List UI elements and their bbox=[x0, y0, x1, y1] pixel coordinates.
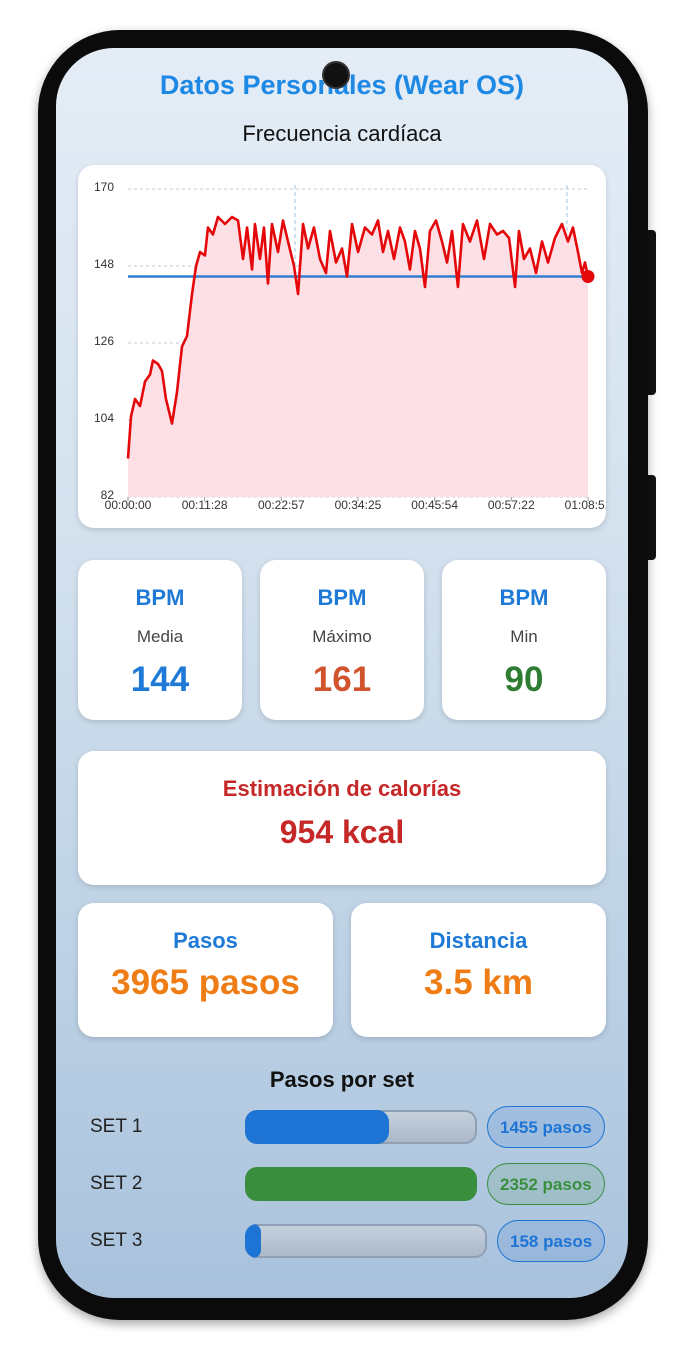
calories-card: Estimación de calorías 954 kcal bbox=[78, 751, 606, 885]
x-tick-label: 01:08:51 bbox=[565, 498, 606, 512]
camera bbox=[322, 61, 350, 89]
x-tick-label: 00:11:28 bbox=[182, 498, 228, 512]
stat-card: BPM Min 90 bbox=[442, 560, 606, 720]
area bbox=[128, 217, 588, 497]
y-tick-label: 82 bbox=[101, 488, 115, 502]
distance-card: Distancia 3.5 km bbox=[351, 903, 606, 1037]
stat-unit: BPM bbox=[499, 585, 549, 610]
stat-label: Media bbox=[136, 627, 184, 646]
distance-value: 3.5 km bbox=[424, 963, 533, 1002]
sets-title: Pasos por set bbox=[269, 1067, 415, 1092]
chart-card: 82 104 126 148 170 00:00:00 00:11:28 00:22:57 00… bbox=[78, 165, 606, 528]
calories-value: 954 kcal bbox=[279, 814, 405, 850]
stat-unit: BPM bbox=[135, 585, 185, 610]
stat-value: 144 bbox=[130, 660, 190, 699]
y-tick-label: 126 bbox=[94, 334, 114, 348]
steps-label: Pasos bbox=[173, 928, 238, 953]
y-tick-label: 104 bbox=[94, 411, 114, 425]
stat-unit: BPM bbox=[317, 585, 367, 610]
x-tick-label: 00:57:22 bbox=[488, 498, 535, 512]
last-point bbox=[581, 270, 595, 283]
stat-card: BPM Máximo 161 bbox=[260, 560, 424, 720]
chart-title: Frecuencia cardíaca bbox=[242, 121, 442, 146]
x-tick-label: 00:00:00 bbox=[105, 498, 152, 512]
x-tick-label: 00:22:57 bbox=[258, 498, 305, 512]
calories-label: Estimación de calorías bbox=[222, 776, 462, 801]
stat-value: 90 bbox=[504, 660, 544, 699]
stat-value: 161 bbox=[312, 660, 372, 699]
side-button bbox=[648, 230, 656, 395]
stat-label: Min bbox=[510, 627, 538, 646]
chart: 82 104 126 148 170 00:00:00 00:11:28 00:22:57 00… bbox=[94, 180, 606, 512]
x-tick-label: 00:45:54 bbox=[411, 498, 458, 512]
distance-label: Distancia bbox=[429, 928, 528, 953]
y-tick-label: 148 bbox=[94, 257, 114, 271]
stat-card: BPM Media 144 bbox=[78, 560, 242, 720]
x-tick-label: 00:34:25 bbox=[335, 498, 382, 512]
side-button bbox=[648, 475, 656, 560]
stat-label: Máximo bbox=[312, 627, 372, 646]
y-tick-label: 170 bbox=[94, 180, 114, 194]
steps-value: 3965 pasos bbox=[111, 963, 300, 1002]
steps-card: Pasos 3965 pasos bbox=[78, 903, 333, 1037]
line bbox=[126, 215, 590, 459]
